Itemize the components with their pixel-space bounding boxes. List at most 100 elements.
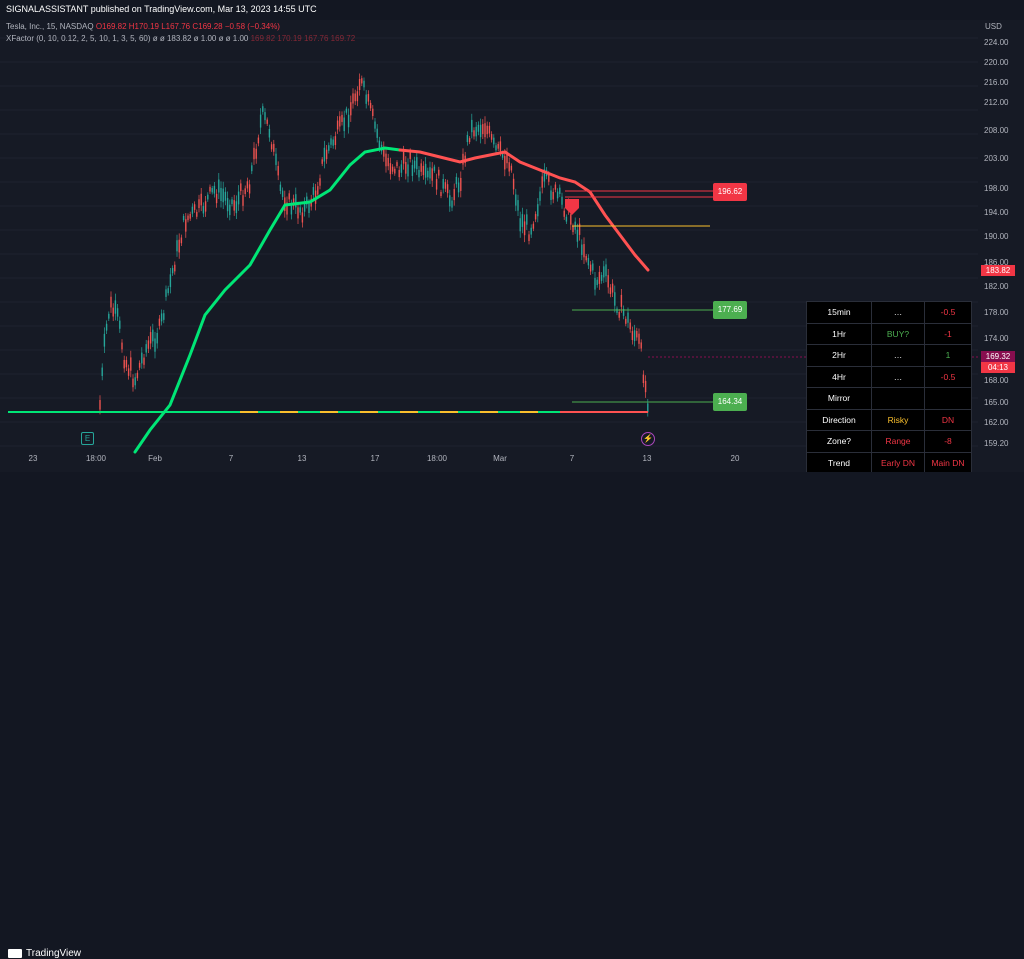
candle-body	[279, 184, 282, 191]
indicator-dim-values: 169.82 170.19 167.76 169.72	[250, 34, 356, 43]
candle-body	[510, 165, 513, 171]
price-chart[interactable]	[0, 20, 1024, 472]
candle-body	[455, 176, 458, 185]
candle-body	[266, 119, 268, 124]
chart-area[interactable]	[0, 20, 1024, 472]
candle-body	[248, 184, 251, 194]
candle-body	[215, 193, 218, 204]
candle-body	[244, 188, 246, 195]
candle-body	[119, 320, 121, 329]
candle-body	[506, 152, 508, 164]
candle-body	[598, 271, 601, 284]
signal-cell-a: …	[871, 365, 925, 388]
candle-body	[532, 223, 535, 229]
candle-body	[200, 193, 202, 206]
candle-body	[268, 128, 271, 138]
bolt-icon[interactable]: ⚡	[641, 432, 655, 446]
candle-body	[319, 178, 321, 186]
candle-body	[629, 322, 631, 330]
candle-body	[627, 312, 629, 323]
price-axis[interactable]: 224.00 220.00 216.00 212.00 208.00 203.00 198.…	[978, 20, 1024, 472]
candle-body	[647, 403, 649, 413]
candle-body	[158, 318, 161, 326]
candle-body	[552, 191, 554, 200]
candle-body	[273, 143, 275, 152]
candle-body	[394, 168, 396, 174]
candle-body	[550, 190, 552, 200]
symbol-legend[interactable]: Tesla, Inc., 15, NASDAQ O169.82 H170.19 …	[6, 22, 280, 31]
candle-body	[495, 145, 497, 151]
candle-body	[323, 147, 326, 162]
candle-body	[642, 374, 645, 384]
candle-body	[167, 288, 169, 294]
candle-body	[347, 114, 350, 128]
current-price-tag: 169.32	[981, 351, 1015, 362]
candle-body	[521, 214, 524, 227]
tradingview-logo[interactable]: TradingView	[8, 948, 81, 959]
signal-cell-b	[924, 387, 972, 410]
candle-body	[178, 239, 180, 253]
candle-body	[295, 194, 297, 208]
candle-body	[418, 169, 420, 178]
candle-body	[383, 146, 385, 157]
candle-body	[611, 283, 614, 293]
candle-body	[125, 359, 128, 368]
candle-body	[488, 125, 491, 134]
candle-body	[277, 166, 279, 176]
candle-body	[422, 165, 425, 176]
candle-body	[411, 165, 414, 176]
signal-cell-k: Trend	[806, 451, 872, 474]
candle-body	[198, 199, 200, 209]
candle-body	[270, 144, 273, 150]
time-tick: 7	[228, 454, 234, 463]
ma-price-tag: 183.82	[981, 265, 1015, 276]
time-tick: 20	[730, 454, 740, 463]
candle-body	[385, 153, 387, 167]
indicator-legend[interactable]: XFactor (0, 10, 0.12, 2, 5, 10, 1, 3, 5,…	[6, 34, 355, 43]
footer-bar: TradingView	[0, 472, 1024, 959]
candle-body	[523, 221, 526, 236]
candle-body	[191, 206, 194, 214]
candle-body	[402, 151, 405, 164]
earnings-icon[interactable]: E	[81, 432, 94, 445]
price-tick: 216.00	[984, 78, 1009, 87]
signal-cell-k: 4Hr	[806, 365, 872, 388]
candle-body	[416, 157, 418, 170]
candle-body	[108, 313, 110, 319]
tradingview-mark-icon	[8, 949, 22, 958]
price-tick: 208.00	[984, 126, 1009, 135]
signal-row: 1Hr BUY? -1	[806, 322, 972, 345]
candle-body	[332, 139, 334, 146]
candle-body	[539, 191, 541, 201]
time-tick: 17	[370, 454, 380, 463]
candle-body	[618, 311, 620, 318]
time-tick: 18:00	[85, 454, 107, 463]
signal-cell-b: -8	[924, 430, 972, 453]
candle-body	[160, 313, 163, 322]
candle-body	[169, 274, 172, 288]
candle-body	[605, 264, 607, 277]
signal-cell-a: …	[871, 301, 925, 324]
candle-body	[352, 93, 354, 104]
candle-body	[405, 161, 407, 174]
candle-body	[101, 367, 103, 377]
candle-body	[563, 210, 565, 217]
candle-body	[479, 124, 482, 138]
candle-body	[372, 108, 374, 117]
signal-cell-k: 2Hr	[806, 344, 872, 367]
signal-row: Trend Early DN Main DN	[806, 451, 972, 474]
candle-body	[616, 308, 618, 313]
price-tick: 162.00	[984, 418, 1009, 427]
candle-body	[444, 182, 447, 189]
candle-body	[596, 279, 598, 286]
candle-body	[517, 200, 519, 211]
candle-body	[171, 268, 174, 274]
signal-cell-a: BUY?	[871, 322, 925, 345]
candle-body	[328, 145, 330, 151]
price-tick: 178.00	[984, 308, 1009, 317]
signal-cell-b: DN	[924, 408, 972, 431]
candle-body	[453, 189, 455, 201]
candle-body	[290, 204, 293, 215]
price-tick: 186.00	[984, 258, 1009, 267]
candle-body	[508, 162, 510, 172]
